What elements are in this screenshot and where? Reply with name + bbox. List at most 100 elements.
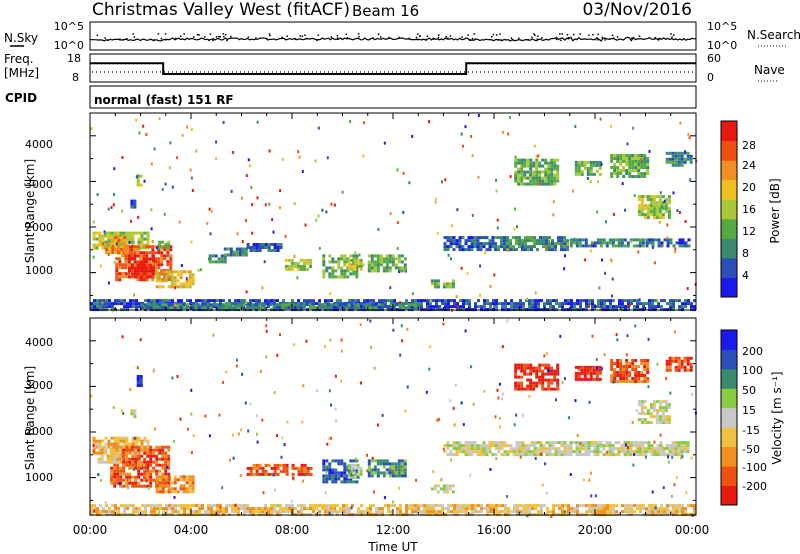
power-cell bbox=[360, 305, 363, 309]
velocity-cell bbox=[650, 450, 654, 454]
noise-search-dot bbox=[204, 36, 206, 38]
velocity-cell bbox=[497, 444, 501, 448]
velocity-cell bbox=[516, 507, 519, 511]
power-cell bbox=[621, 305, 624, 309]
velocity-cell bbox=[547, 366, 551, 370]
velocity-cell bbox=[580, 371, 584, 375]
power-cell bbox=[177, 299, 180, 303]
velocity-cell bbox=[640, 362, 644, 365]
velocity-cell bbox=[665, 368, 669, 372]
power-cell bbox=[658, 210, 662, 214]
velocity-cell bbox=[116, 457, 120, 461]
velocity-cell bbox=[435, 504, 438, 508]
velocity-cell bbox=[519, 510, 522, 514]
power-cell bbox=[154, 251, 158, 255]
velocity-cell bbox=[325, 459, 329, 463]
velocity-cell bbox=[617, 453, 621, 457]
velocity-cell bbox=[520, 387, 524, 391]
power-cell bbox=[547, 176, 551, 180]
velocity-cell bbox=[164, 472, 168, 476]
power-cell bbox=[127, 257, 131, 261]
power-speckle bbox=[460, 132, 463, 136]
velocity-cell bbox=[501, 510, 504, 514]
velocity-cell bbox=[337, 471, 341, 475]
power-cell bbox=[290, 264, 294, 268]
velocity-cell bbox=[219, 504, 222, 508]
power-cell bbox=[655, 216, 659, 220]
power-cbar-tick-28: 28 bbox=[742, 139, 756, 152]
power-cell bbox=[129, 299, 132, 303]
velocity-cell bbox=[643, 374, 647, 377]
power-speckle bbox=[284, 234, 287, 238]
velocity-colorbar bbox=[721, 330, 737, 506]
power-speckle bbox=[466, 271, 469, 275]
power-cell bbox=[334, 260, 338, 264]
velocity-cell bbox=[631, 377, 635, 380]
power-cell bbox=[452, 236, 456, 240]
power-cell bbox=[517, 182, 521, 186]
velocity-speckle bbox=[438, 417, 441, 421]
power-cell bbox=[384, 299, 387, 303]
power-speckle bbox=[268, 202, 271, 206]
power-speckle bbox=[464, 125, 467, 129]
power-cell bbox=[215, 303, 219, 307]
power-speckle bbox=[599, 117, 602, 121]
velocity-cell bbox=[509, 447, 513, 451]
velocity-cell bbox=[558, 507, 561, 511]
velocity-cell bbox=[122, 436, 126, 440]
power-cell bbox=[430, 282, 434, 286]
power-cell bbox=[136, 269, 140, 273]
velocity-cell bbox=[114, 504, 117, 508]
velocity-cell bbox=[450, 504, 453, 508]
power-cell bbox=[328, 266, 332, 270]
velocity-cell bbox=[635, 441, 639, 445]
power-cell bbox=[586, 169, 590, 173]
velocity-cell bbox=[675, 504, 678, 508]
power-cell bbox=[151, 269, 155, 273]
power-cell bbox=[636, 302, 639, 306]
power-cell bbox=[637, 204, 641, 208]
noise-search-dot bbox=[266, 38, 268, 40]
velocity-cell bbox=[158, 463, 162, 467]
velocity-cell bbox=[616, 365, 620, 368]
velocity-cell bbox=[446, 447, 450, 451]
velocity-cell bbox=[652, 415, 656, 419]
power-cell bbox=[320, 306, 324, 310]
power-cell bbox=[567, 299, 570, 303]
velocity-cell bbox=[555, 504, 558, 508]
power-cell bbox=[616, 160, 620, 163]
power-cell bbox=[170, 282, 174, 286]
power-speckle bbox=[102, 242, 105, 246]
power-cell bbox=[302, 303, 306, 307]
velocity-cell bbox=[161, 454, 165, 458]
power-cell bbox=[547, 173, 551, 177]
velocity-speckle bbox=[112, 406, 115, 409]
velocity-cell bbox=[182, 490, 186, 494]
power-cell bbox=[643, 157, 647, 160]
velocity-cell bbox=[597, 504, 600, 508]
velocity-speckle bbox=[326, 442, 329, 446]
velocity-cell bbox=[667, 415, 671, 419]
power-cell bbox=[133, 251, 137, 255]
velocity-cell bbox=[661, 409, 665, 413]
velocity-cell bbox=[90, 504, 93, 508]
noise-search-dot bbox=[255, 37, 257, 39]
power-cell bbox=[279, 246, 283, 249]
power-cell bbox=[564, 299, 567, 303]
velocity-cell bbox=[677, 444, 681, 448]
velocity-cell bbox=[547, 372, 551, 376]
velocity-cell bbox=[130, 412, 134, 416]
power-cell bbox=[413, 303, 417, 307]
velocity-cell bbox=[264, 504, 267, 508]
velocity-cell bbox=[637, 374, 641, 377]
velocity-cell bbox=[100, 454, 104, 458]
velocity-cell bbox=[467, 441, 471, 445]
power-speckle bbox=[173, 303, 176, 307]
velocity-cell bbox=[394, 462, 398, 466]
power-cell bbox=[631, 163, 635, 166]
velocity-cell bbox=[585, 510, 588, 514]
power-speckle bbox=[626, 142, 629, 146]
power-cell bbox=[136, 278, 140, 282]
velocity-cell bbox=[331, 471, 335, 475]
velocity-cell bbox=[465, 504, 468, 508]
